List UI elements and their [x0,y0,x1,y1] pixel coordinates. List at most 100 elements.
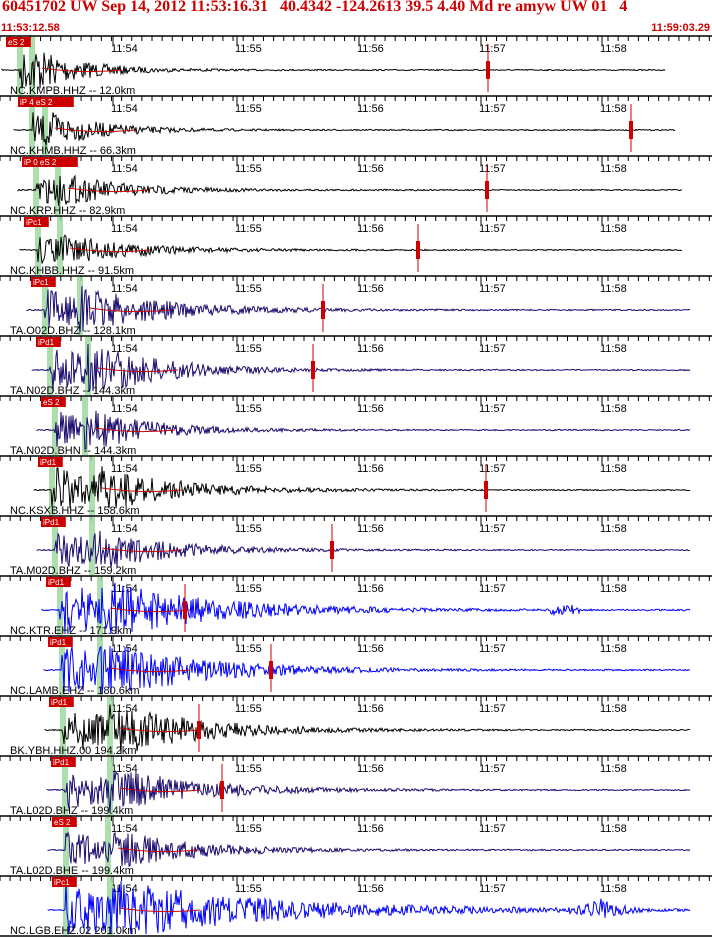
time-tick-label: 11:54 [111,763,138,775]
marker-block [416,241,420,259]
marker-block [197,721,201,739]
coda-window [119,787,201,793]
station-label: NC.KMPB.HHZ -- 12.0km [10,85,135,97]
time-tick-label: 11:57 [479,583,506,595]
coda-window [109,607,191,613]
phase-pick-band [60,697,66,755]
time-tick-label: 11:58 [600,763,627,775]
pick-label-box [24,217,49,227]
trace-row: 11:54 11:55 11:56 11:57 11:58 iPd1 BK.YBH.HHZ.… [0,695,712,757]
time-tick-label: 11:55 [235,103,262,115]
coda-window [69,247,151,253]
time-tick-label: 11:58 [600,823,627,835]
time-tick-label: 11:56 [357,703,384,715]
trace-row: 11:54 11:55 11:56 11:57 11:58 iP 4 eS 2 NC.KHM… [0,95,712,157]
coda-window [101,487,183,493]
time-tick-label: 11:55 [235,223,262,235]
pick-label: iPc1 [33,278,49,287]
marker-block [330,541,334,559]
time-tick-label: 11:58 [600,103,627,115]
time-tick-label: 11:57 [479,283,506,295]
waveform [47,881,691,935]
marker-block [629,121,633,139]
time-tick-label: 11:54 [111,163,138,175]
pick-label-box [49,697,74,707]
time-tick-label: 11:58 [600,703,627,715]
event-header: 60451702 UW Sep 14, 2012 11:53:16.31 40.… [2,0,628,15]
time-tick-label: 11:57 [479,643,506,655]
coda-window [117,847,199,853]
time-tick-label: 11:55 [235,703,262,715]
station-label: TA.O02D.BHZ -- 128.1km [10,325,136,337]
pick-label-box [36,337,61,347]
station-label: NC.KHBB.HHZ -- 91.5km [10,265,134,277]
trace-row: 11:54 11:55 11:56 11:57 11:58 eS 2 TA.N02D.BHN… [0,395,712,457]
station-label: NC.LAMB.EHZ -- 180.6km [10,685,140,697]
time-tick-label: 11:57 [479,463,506,475]
station-label: NC.KSXB.HHZ -- 158.6km [10,505,140,517]
pick-label: iPd1 [38,338,55,347]
waveform [46,770,691,814]
time-tick-label: 11:55 [235,343,262,355]
phase-pick-band [52,397,58,455]
trace-row: 11:54 11:55 11:56 11:57 11:58iPd1NC.KTR.EHZ … [0,575,712,637]
coda-window [67,187,149,193]
marker-block [311,361,315,379]
time-tick-label: 11:57 [479,823,506,835]
pick-label: iPd1 [40,458,57,467]
station-label: NC.LGB.EHZ.02 201.0km [10,925,137,937]
time-tick-label: 11:58 [600,223,627,235]
pick-label: eS 2 [8,38,25,47]
time-tick-label: 11:58 [600,463,627,475]
coda-window [119,727,201,733]
time-tick-label: 11:58 [600,283,627,295]
station-label: TA.N02D.BHN -- 144.3km [10,445,136,457]
coda-window [101,547,183,553]
time-tick-label: 11:54 [111,463,138,475]
time-tick-label: 11:57 [479,43,506,55]
phase-pick-band [42,97,48,155]
pick-label-box [6,37,31,47]
time-tick-label: 11:57 [479,883,506,895]
phase-pick-band [55,157,61,215]
coda-window [54,127,136,133]
time-tick-label: 11:58 [600,523,627,535]
phase-pick-band [107,697,113,755]
pick-label-box [41,517,66,527]
trace-row: 11:54 11:55 11:56 11:57 11:58 iPc1 TA.O02D.BHZ… [0,275,712,337]
waveform [36,530,691,568]
time-tick-label: 11:58 [600,643,627,655]
time-tick-label: 11:55 [235,583,262,595]
phase-pick-band [77,277,83,335]
phase-pick-band [97,637,103,695]
station-label: NC.KTR.EHZ -- 171.9km [10,625,132,637]
time-tick-label: 11:55 [235,823,262,835]
pick-label-box [52,817,77,827]
station-label: BK.YBH.HHZ.00 194.2km [10,745,137,757]
time-tick-label: 11:57 [479,103,506,115]
phase-pick-band [89,517,95,575]
coda-window [94,427,176,433]
trace-row: 11:54 11:55 11:56 11:57 11:58 iPd1 TA.L02D.BHZ… [0,755,712,817]
waveform [13,112,676,146]
time-tick-label: 11:55 [235,43,262,55]
phase-pick-band [62,757,68,815]
time-tick-label: 11:56 [357,883,384,895]
time-tick-label: 11:58 [600,883,627,895]
station-label: TA.N02D.BHZ -- 144.3km [10,385,135,397]
time-tick-label: 11:55 [235,463,262,475]
time-tick-label: 11:57 [479,223,506,235]
marker-block [486,61,490,79]
time-tick-label: 11:54 [111,643,138,655]
time-tick-label: 11:56 [357,823,384,835]
waveform [31,343,691,395]
phase-pick-band [59,637,65,695]
phase-pick-band [63,817,69,875]
phase-pick-band [33,157,39,215]
trace-row: 11:54 11:55 11:56 11:57 11:58 iPd1 TA.M02D.BHZ… [0,515,712,577]
time-tick-label: 11:56 [357,43,384,55]
time-tick-label: 11:55 [235,403,262,415]
time-tick-label: 11:55 [235,763,262,775]
waveform [44,704,691,754]
pick-label-box [22,157,78,167]
